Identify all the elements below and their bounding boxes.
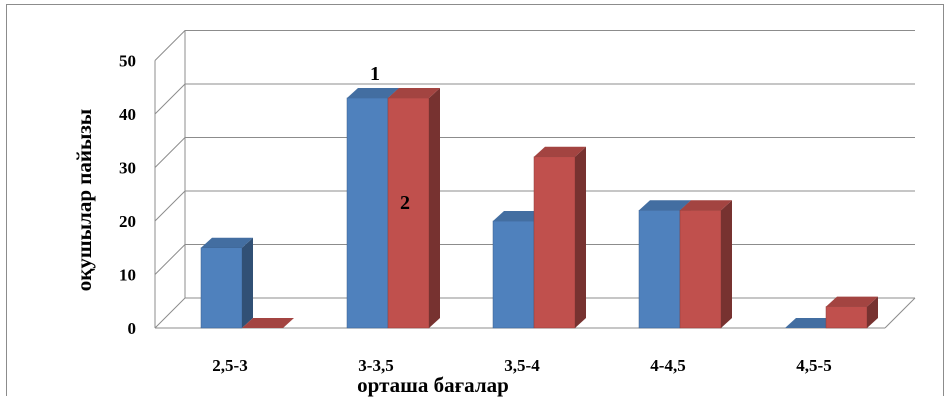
- chart-frame: [6, 4, 944, 396]
- gridline: [154, 30, 915, 61]
- x-axis-title: орташа бағалар: [357, 373, 509, 397]
- y-tick-label: 30: [119, 159, 136, 178]
- bar: [785, 318, 837, 328]
- x-tick-label: 4,5-5: [796, 356, 831, 375]
- x-tick-label: 2,5-3: [212, 356, 247, 375]
- bar: [679, 200, 732, 329]
- y-axis-title: оқушылар пайызы: [72, 109, 96, 291]
- bar: [533, 146, 586, 329]
- bar: [387, 87, 440, 329]
- series-1-mark: 1: [370, 63, 380, 85]
- bar: [242, 318, 294, 328]
- x-tick-label: 3-3,5: [358, 356, 393, 375]
- bar: [200, 237, 253, 329]
- y-tick-label: 10: [119, 266, 136, 285]
- y-tick-label: 20: [119, 212, 136, 231]
- bars: [200, 87, 878, 329]
- x-tick-label: 4-4,5: [650, 356, 685, 375]
- y-tick-labels: 0 10 20 30 40 50: [119, 52, 136, 339]
- gridline: [154, 83, 915, 115]
- y-tick-label: 50: [119, 52, 136, 71]
- series-marks: 1 2: [370, 63, 410, 214]
- y-tick-label: 40: [119, 105, 136, 124]
- y-tick-label: 0: [128, 319, 137, 338]
- x-tick-labels: 2,5-3 3-3,5 3,5-4 4-4,5 4,5-5: [212, 356, 831, 375]
- x-tick-label: 3,5-4: [504, 356, 540, 375]
- bar: [825, 296, 878, 329]
- series-2-mark: 2: [400, 192, 410, 214]
- floor-right-edge: [884, 297, 916, 329]
